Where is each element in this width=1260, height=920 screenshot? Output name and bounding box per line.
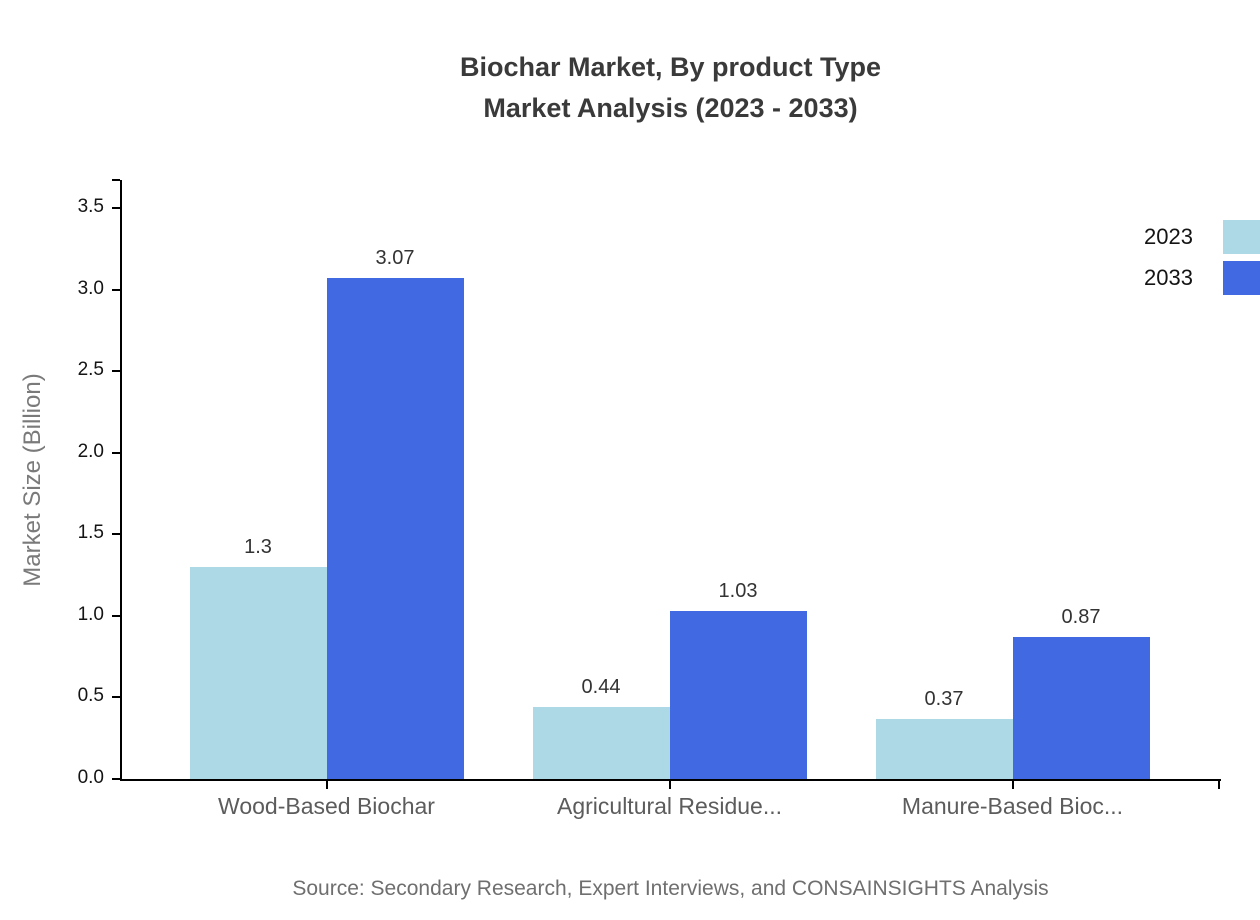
plot-area: 0.0 0.5 1.0 1.5 2.0 2.5 3.0 3.5 1.3 3.07 Wood-Base…: [78, 179, 1221, 819]
legend-item-2023[interactable]: 2023: [1144, 220, 1260, 254]
legend-swatch-2033: [1223, 261, 1260, 295]
x-axis-tick: [325, 781, 328, 789]
x-axis-category-label: Wood-Based Biochar: [218, 793, 435, 819]
y-axis-tick-label: 1.5: [77, 522, 104, 544]
bar-2023-wood-based-biochar[interactable]: [189, 566, 327, 779]
x-axis-end-tick: [1218, 781, 1220, 789]
y-axis-tick: [112, 614, 120, 617]
x-axis-tick: [668, 781, 671, 789]
x-axis-tick: [1011, 781, 1014, 789]
y-axis-tick-label: 3.5: [77, 196, 104, 217]
y-axis-tick-label: 0.0: [77, 767, 104, 788]
y-axis-tick-label: 2.5: [77, 359, 104, 381]
y-axis-tick-label: 0.5: [77, 685, 104, 707]
legend: 2023 2033: [1144, 220, 1260, 302]
x-axis-category-label: Agricultural Residue...: [557, 793, 782, 819]
bar-2033-manure-based-bioc[interactable]: [1012, 637, 1150, 779]
bar-2023-agricultural-residue[interactable]: [532, 707, 670, 779]
y-axis-tick: [112, 288, 120, 291]
bar-2023-manure-based-bioc[interactable]: [875, 718, 1013, 779]
y-axis-tick-label: 2.0: [77, 440, 104, 462]
x-axis-category-label: Manure-Based Bioc...: [901, 793, 1124, 819]
y-axis-tick: [112, 533, 120, 536]
bar-value-label: 1.03: [718, 579, 758, 602]
source-note: Source: Secondary Research, Expert Inter…: [292, 877, 1049, 900]
y-axis-tick: [112, 778, 120, 780]
y-axis-end-tick: [112, 179, 120, 181]
legend-item-label: 2033: [1144, 265, 1193, 290]
chart-title-line-2: Market Analysis (2023 - 2033): [483, 93, 858, 123]
bar-value-label: 0.37: [924, 687, 964, 710]
bar-value-label: 0.44: [581, 676, 621, 699]
bar-2033-agricultural-residue[interactable]: [669, 610, 807, 779]
bar-value-label: 0.87: [1061, 606, 1101, 629]
bar-value-label: 1.3: [244, 535, 272, 558]
y-axis-tick-label: 3.0: [77, 277, 104, 299]
chart-title-line-1: Biochar Market, By product Type: [459, 52, 882, 82]
y-axis-tick: [112, 370, 120, 373]
y-axis-tick: [112, 696, 120, 699]
legend-item-2033[interactable]: 2033: [1144, 261, 1260, 295]
bar-2033-wood-based-biochar[interactable]: [326, 278, 464, 779]
legend-swatch-2023: [1223, 220, 1260, 254]
legend-item-label: 2023: [1144, 224, 1193, 249]
y-axis-title: Market Size (Billion): [19, 373, 46, 587]
bar-value-label: 3.07: [375, 247, 415, 270]
y-axis-tick: [112, 207, 120, 209]
y-axis-tick-label: 1.0: [77, 603, 104, 625]
chart-title: Biochar Market, By product Type Market A…: [120, 47, 1221, 129]
y-axis-tick: [112, 451, 120, 454]
